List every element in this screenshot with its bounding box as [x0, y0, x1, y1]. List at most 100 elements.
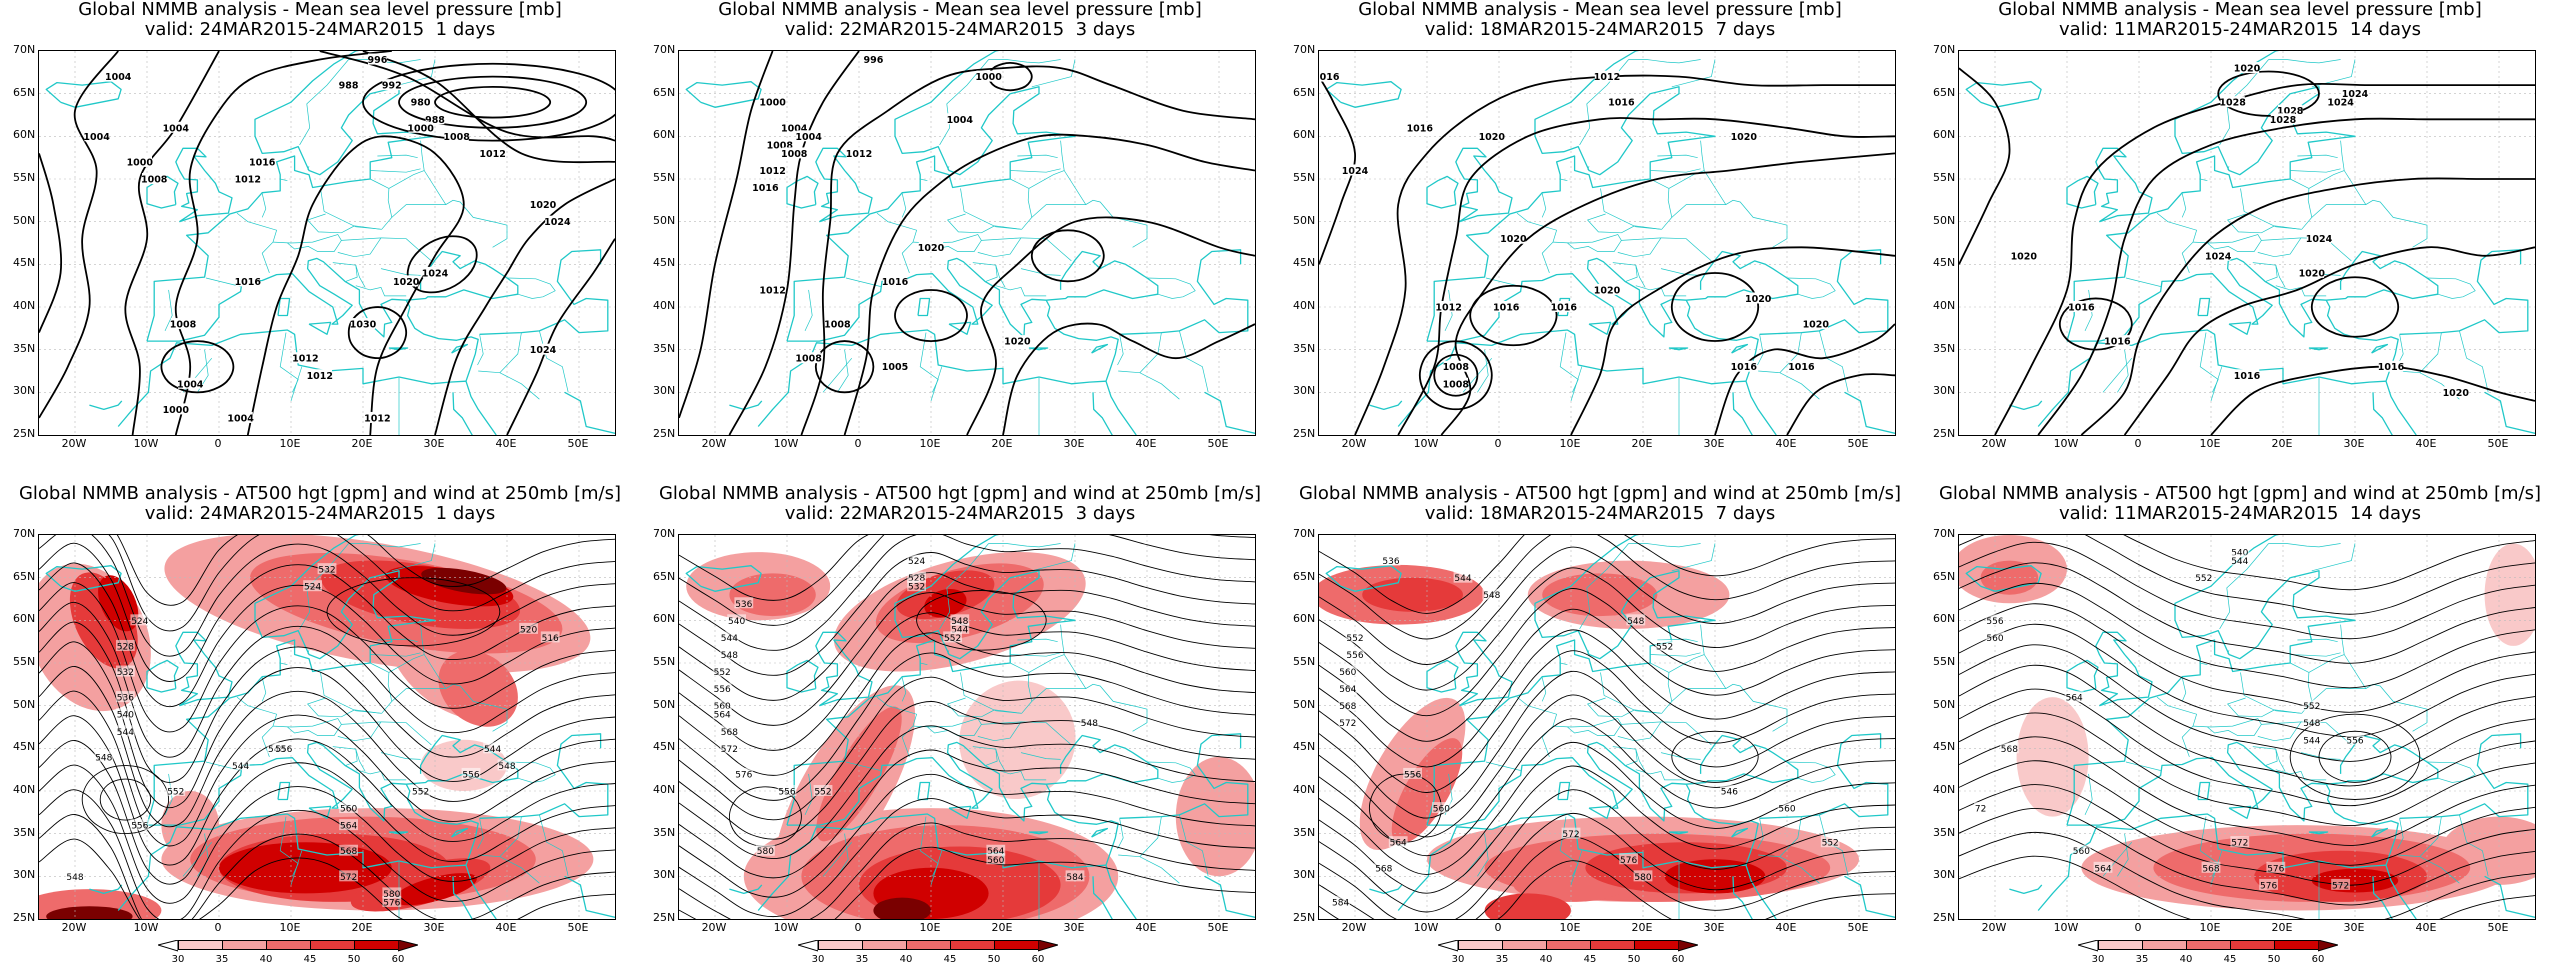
latitude-label: 35N	[653, 825, 676, 839]
latitude-label: 40N	[13, 299, 36, 312]
coastline	[406, 250, 519, 301]
isoline-label: 580	[1634, 873, 1651, 883]
border	[912, 718, 982, 736]
colorbar-left-arrow	[1438, 940, 1458, 952]
coastline	[1745, 380, 1777, 435]
isoline-label: 568	[1339, 702, 1356, 712]
border	[1020, 268, 1061, 276]
border	[2240, 178, 2313, 230]
latitude-label: 70N	[653, 43, 676, 56]
coastline	[2066, 175, 2099, 209]
border	[876, 212, 918, 274]
map-frame: 524 528 532 536 540 544 548 552 556 548 544 548 556 5…	[38, 534, 616, 920]
coastline	[729, 884, 763, 895]
isoline-label: 980	[411, 98, 431, 109]
coastline	[479, 249, 609, 335]
border	[988, 543, 1061, 548]
border	[1560, 662, 1568, 666]
isoline-label: 552	[2195, 574, 2212, 584]
wind-colorbar: 30 35 40 45 50 60	[1438, 940, 1778, 968]
height-wind-panel: Global NMMB analysis - AT500 hgt [gpm] a…	[640, 484, 1280, 966]
isoline	[679, 51, 774, 419]
border	[1650, 652, 1701, 657]
isoline	[2123, 246, 2535, 435]
longitude-label: 20E	[991, 921, 1013, 934]
isoline-label: 1004	[781, 123, 808, 134]
border	[307, 166, 310, 170]
latitude-label: 55N	[13, 655, 36, 668]
isoline-label: 1016	[2234, 371, 2261, 382]
pressure-panel: Global NMMB analysis - Mean sea level pr…	[1280, 0, 1920, 450]
border	[355, 265, 366, 288]
latitude-label: 70N	[1293, 43, 1316, 56]
colorbar-swatch	[1458, 940, 1503, 950]
longitude-label: 20W	[61, 437, 87, 450]
longitude-label: 50E	[567, 921, 589, 934]
coastline	[1046, 250, 1159, 301]
coastline	[564, 875, 615, 918]
isoline	[1959, 644, 2535, 762]
latitude-label: 40N	[653, 299, 676, 312]
isoline-label: 1020	[530, 200, 557, 211]
colorbar-swatch	[2186, 940, 2231, 950]
coastline	[729, 400, 763, 411]
coastline	[2371, 343, 2389, 354]
coastline	[757, 329, 1107, 427]
border	[946, 213, 1022, 234]
height-wind-map: 524 528 532 536 540 544 548 552 556 548 544 548 556 5…	[39, 535, 615, 919]
latitude-label: 35N	[1933, 825, 1956, 839]
latitude-label: 70N	[1933, 43, 1956, 56]
coastline	[45, 81, 122, 108]
border	[2181, 677, 2187, 702]
isoline-label: 556	[1986, 617, 2003, 627]
isoline-label: 524	[304, 583, 321, 593]
coastline	[786, 535, 1076, 826]
wind-speed-area	[1362, 577, 1463, 612]
coastline	[1028, 347, 1049, 351]
latitude-label: 50N	[1293, 697, 1316, 711]
coastline	[917, 781, 931, 801]
longitude-label: 10W	[2053, 921, 2079, 934]
isoline	[1319, 742, 1895, 875]
coastline	[2484, 391, 2535, 434]
longitude-label: 40E	[2415, 921, 2437, 934]
coastline	[1091, 343, 1109, 354]
longitude-label: 0	[214, 921, 222, 934]
border	[1660, 721, 1712, 746]
isoline	[1959, 67, 2011, 265]
border	[1010, 168, 1061, 173]
isoline	[2123, 535, 2535, 591]
longitude-label: 30E	[1063, 921, 1085, 934]
wind-speed-area	[959, 680, 1076, 800]
isoline	[1030, 229, 1105, 283]
border	[2257, 721, 2302, 742]
isoline	[1368, 773, 1442, 843]
isoline-label: 516	[542, 634, 559, 644]
isoline	[843, 133, 1255, 435]
border	[348, 543, 421, 548]
border	[2156, 212, 2198, 274]
latitude-label: 50N	[1933, 213, 1956, 227]
isoline-label: 1024	[2342, 89, 2369, 100]
coastline	[117, 813, 467, 911]
coastline	[917, 297, 931, 317]
coastline	[1204, 875, 1255, 918]
border	[1020, 721, 1072, 746]
isoline-label: 1008	[824, 320, 851, 331]
border	[261, 677, 267, 702]
latitude-label: 30N	[1293, 384, 1316, 398]
border	[1028, 170, 1087, 205]
coastline	[146, 659, 179, 693]
isoline-label: 552	[714, 668, 731, 678]
isoline	[1319, 860, 1895, 919]
coastline	[1426, 175, 1459, 209]
border	[2117, 833, 2129, 877]
isoline	[1786, 373, 1895, 435]
isoline	[1959, 688, 2535, 807]
longitude-label: 10E	[279, 437, 301, 450]
colorbar-swatch	[862, 940, 907, 950]
wind-speed-area	[2484, 543, 2535, 646]
latitude-label: 45N	[1933, 740, 1956, 754]
border	[2125, 761, 2161, 771]
border	[2275, 285, 2327, 297]
